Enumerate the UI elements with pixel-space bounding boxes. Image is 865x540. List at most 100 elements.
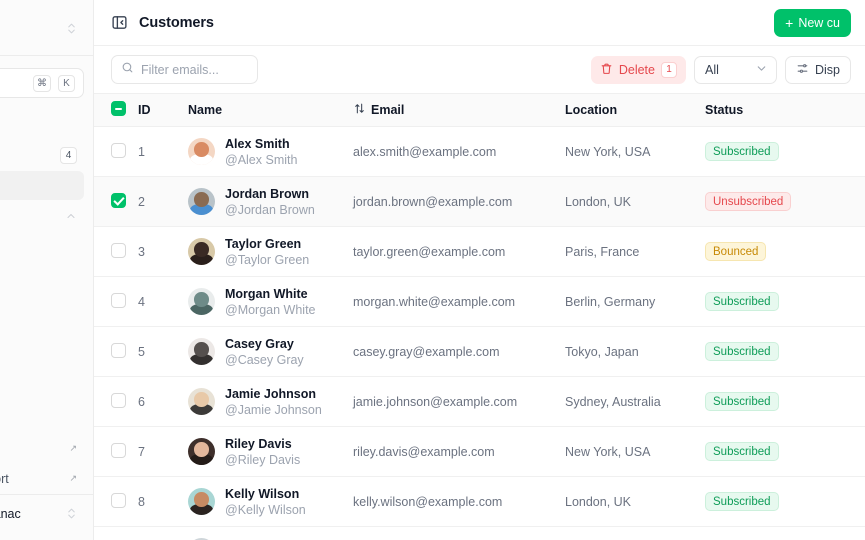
column-header-email-label: Email [371,103,405,117]
display-label: Disp [814,62,840,77]
cell-location: New York, USA [565,426,705,477]
customer-name: Kelly Wilson [225,486,300,501]
select-all-header-cell [94,93,138,127]
cell-status: Subscribed [705,126,865,177]
sidebar-item-inbox[interactable]: Inbox 4 [0,141,84,170]
customer-handle: @Jamie Johnson [225,402,322,417]
cell-id: 7 [138,426,188,477]
sidebar-item-security[interactable]: Security [0,318,84,346]
table-row[interactable]: 9 [94,526,865,540]
sidebar-item-customers[interactable]: Customers [0,171,84,200]
status-badge: Bounced [705,242,767,261]
topbar: Customers + New cu [94,0,865,46]
chevron-down-icon [755,62,768,78]
row-checkbox[interactable] [111,392,126,408]
settings-subnav: General Members Notifications Security [0,231,84,346]
sidebar-item-general[interactable]: General [0,231,84,259]
cell-name: Alex Smith @Alex Smith [188,126,353,177]
row-checkbox[interactable] [111,292,126,308]
user-name: Benjamin Canac [0,506,21,521]
avatar [188,238,215,265]
workspace-switcher[interactable]: Nuxt [0,11,84,45]
customer-handle: @Morgan White [225,302,316,317]
cell-status: Subscribed [705,376,865,427]
column-header-location[interactable]: Location [565,93,705,127]
status-filter-value: All [704,62,719,77]
table-row[interactable]: 5 Casey Gray @Casey Gray casey.gray@exam… [94,326,865,377]
table-row[interactable]: 7 Riley Davis @Riley Davis riley.davis@e… [94,426,865,477]
column-header-email[interactable]: Email [353,93,565,127]
plus-icon: + [785,14,794,31]
row-checkbox[interactable] [111,142,126,158]
cell-location: Tokyo, Japan [565,326,705,377]
cell-email: jordan.brown@example.com [353,176,565,227]
select-all-checkbox[interactable] [111,101,126,116]
filter-emails-input[interactable]: Filter emails... [111,55,258,84]
customer-handle: @Casey Gray [225,352,304,367]
cell-email: jamie.johnson@example.com [353,376,565,427]
row-checkbox[interactable] [111,342,126,358]
settings-sliders-icon [796,62,809,78]
cell-id: 4 [138,276,188,327]
column-header-status[interactable]: Status [705,93,865,127]
cell-id: 9 [138,526,188,540]
cell-name: Riley Davis @Riley Davis [188,426,353,477]
cell-location: Paris, France [565,226,705,277]
table-row[interactable]: 8 Kelly Wilson @Kelly Wilson kelly.wilso… [94,476,865,527]
up-down-chevrons-icon [65,507,78,520]
cell-name: Kelly Wilson @Kelly Wilson [188,476,353,527]
cell-status: Subscribed [705,276,865,327]
cell-status: Bounced [705,226,865,277]
row-checkbox[interactable] [111,192,126,208]
cell-location [565,526,705,540]
sidebar-item-help-support[interactable]: Help & Support ↗ [0,464,84,493]
new-customer-button[interactable]: + New cu [774,8,851,37]
search-placeholder: Search... [0,76,26,90]
trash-icon [600,62,613,78]
page-title: Customers [139,14,214,31]
row-checkbox[interactable] [111,242,126,258]
new-customer-label: New cu [798,15,840,30]
column-header-name[interactable]: Name [188,93,353,127]
sidebar-item-members[interactable]: Members [0,260,84,288]
cell-email: riley.davis@example.com [353,426,565,477]
delete-count-badge: 1 [660,61,677,78]
status-filter-select[interactable]: All [693,55,777,84]
avatar [188,288,215,315]
row-checkbox[interactable] [111,492,126,508]
cell-status: Subscribed [705,476,865,527]
table-row[interactable]: 6 Jamie Johnson @Jamie Johnson jamie.joh… [94,376,865,427]
kbd-cmd: ⌘ [33,74,51,92]
delete-button[interactable]: Delete 1 [590,55,686,84]
customer-name: Morgan White [225,286,308,301]
cell-id: 5 [138,326,188,377]
sidebar-nav: Home Inbox 4 Customers [0,111,84,346]
customer-handle: @Alex Smith [225,152,298,167]
table-row[interactable]: 3 Taylor Green @Taylor Green taylor.gree… [94,226,865,277]
cell-id: 6 [138,376,188,427]
user-menu[interactable]: Benjamin Canac [0,494,93,532]
main-content: Customers + New cu Filter emails... Dele… [94,0,865,540]
status-badge: Subscribed [705,142,779,161]
sidebar-item-notifications[interactable]: Notifications [0,289,84,317]
customer-name: Taylor Green [225,236,302,251]
table-row[interactable]: 1 Alex Smith @Alex Smith alex.smith@exam… [94,126,865,177]
status-badge: Subscribed [705,292,779,311]
status-badge: Subscribed [705,442,779,461]
table-row[interactable]: 4 Morgan White @Morgan White morgan.whit… [94,276,865,327]
status-badge: Subscribed [705,492,779,511]
row-checkbox-cell [94,376,138,427]
external-link-icon: ↗ [69,443,77,453]
sidebar-item-home[interactable]: Home [0,111,84,140]
table-body: 1 Alex Smith @Alex Smith alex.smith@exam… [94,126,865,540]
sidebar-item-feedback[interactable]: Feedback ↗ [0,434,84,463]
search-input[interactable]: Search... ⌘ K [0,68,84,98]
row-checkbox[interactable] [111,442,126,458]
display-button[interactable]: Disp [784,55,851,84]
column-header-id[interactable]: ID [138,93,188,127]
cell-name: Morgan White @Morgan White [188,276,353,327]
status-badge: Subscribed [705,392,779,411]
table-row[interactable]: 2 Jordan Brown @Jordan Brown jordan.brow… [94,176,865,227]
sidebar-item-settings[interactable]: Settings [0,201,84,230]
panel-collapse-icon[interactable] [111,14,128,31]
